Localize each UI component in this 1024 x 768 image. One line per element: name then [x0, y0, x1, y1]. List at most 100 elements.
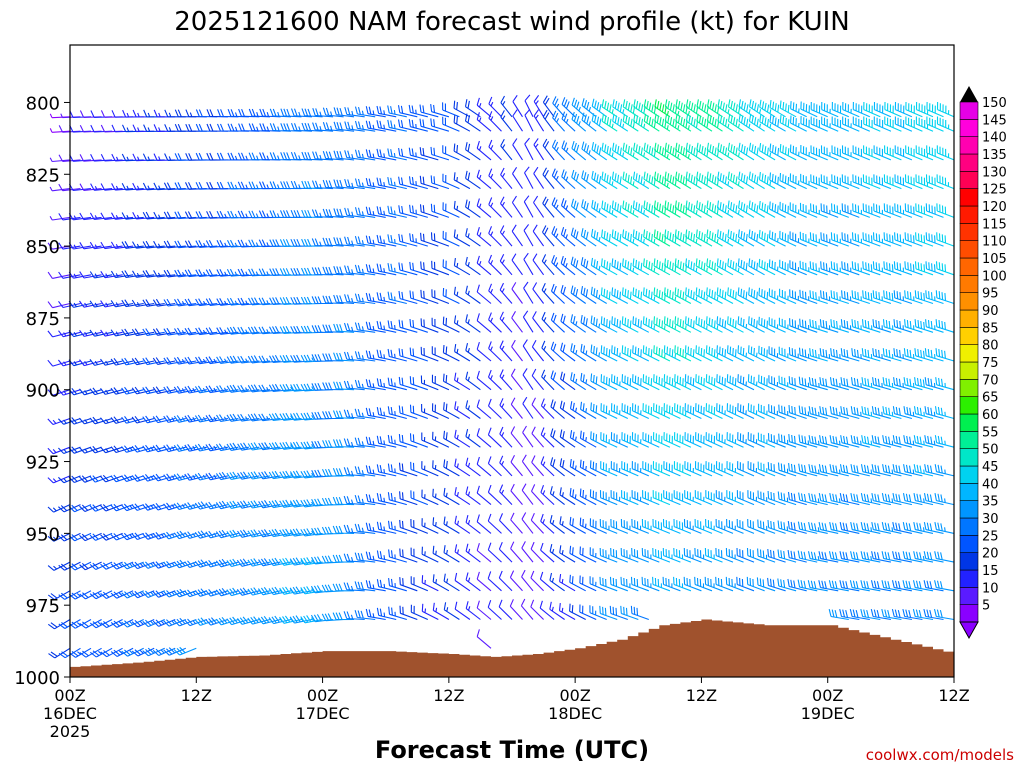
wind-barb	[632, 200, 650, 218]
wind-barb	[47, 561, 71, 571]
wind-barb	[622, 229, 639, 247]
x-tick-date: 19DEC	[801, 704, 855, 723]
wind-barb	[194, 385, 218, 394]
wind-barb	[591, 170, 608, 190]
wind-barb	[748, 142, 765, 161]
wind-barb	[828, 551, 849, 563]
wind-barb	[894, 232, 913, 247]
wind-barb	[410, 576, 429, 592]
wind-barb	[924, 377, 944, 391]
wind-barb	[237, 297, 260, 306]
wind-barb	[226, 268, 249, 277]
wind-barb	[247, 355, 271, 364]
wind-barb	[748, 200, 765, 218]
wind-barb	[925, 319, 944, 333]
wind-barb	[601, 142, 618, 161]
wind-barb	[279, 354, 302, 363]
wind-barb	[904, 232, 923, 247]
wind-barb	[621, 316, 639, 333]
wind-barb	[248, 210, 271, 219]
wind-barb	[915, 145, 934, 161]
colorbar-segment	[959, 396, 979, 415]
wind-barb	[769, 201, 786, 218]
wind-barb	[819, 435, 839, 448]
wind-barb	[923, 492, 944, 506]
wind-barb	[541, 340, 555, 362]
wind-barb	[684, 403, 702, 419]
wind-barb	[788, 347, 807, 362]
wind-barb	[705, 490, 723, 506]
colorbar-segment	[959, 257, 979, 276]
wind-barb	[883, 290, 902, 305]
wind-barb	[808, 377, 828, 391]
wind-barb	[454, 401, 471, 419]
wind-barb	[799, 260, 818, 276]
wind-barb	[767, 433, 786, 448]
wind-barb	[820, 203, 839, 218]
wind-barb	[121, 647, 144, 657]
wind-barb	[290, 354, 313, 363]
wind-barb	[769, 114, 786, 132]
wind-barb	[818, 492, 839, 506]
wind-barb	[269, 297, 292, 306]
wind-barb	[376, 320, 397, 333]
wind-barb	[768, 346, 786, 362]
colorbar-label: 55	[982, 425, 999, 440]
wind-barb	[300, 354, 323, 363]
wind-barb	[432, 545, 450, 563]
x-tick-label: 00Z	[307, 686, 338, 705]
colorbar-segment	[959, 552, 979, 571]
wind-barb	[512, 167, 523, 189]
wind-barb	[903, 348, 923, 362]
wind-barb	[851, 232, 870, 247]
wind-barb	[850, 464, 870, 477]
wind-barb	[100, 504, 123, 512]
wind-barb	[788, 376, 807, 391]
wind-barb	[247, 326, 271, 335]
wind-barb	[769, 172, 786, 190]
colorbar-label: 80	[982, 339, 999, 354]
wind-barb	[398, 319, 418, 333]
wind-barb	[476, 514, 492, 534]
wind-barb	[579, 488, 597, 506]
wind-barb	[653, 374, 671, 391]
colorbar-label: 150	[982, 96, 1007, 111]
wind-barb	[268, 383, 292, 393]
wind-barb	[419, 175, 439, 190]
wind-barb	[579, 459, 597, 477]
wind-barb	[269, 108, 292, 118]
wind-barb	[620, 547, 639, 563]
wind-barb	[653, 316, 671, 333]
wind-barb	[365, 321, 386, 333]
wind-barb	[893, 319, 913, 333]
wind-barb	[808, 521, 828, 534]
wind-barb	[821, 116, 839, 132]
wind-barb	[476, 140, 492, 161]
wind-barb	[882, 377, 902, 391]
wind-barb	[499, 484, 513, 505]
wind-barb	[376, 435, 397, 448]
wind-barb	[652, 547, 671, 563]
wind-barb	[591, 199, 608, 218]
wind-barb	[881, 521, 902, 534]
wind-barb	[354, 264, 376, 276]
wind-barb	[58, 154, 81, 162]
wind-barb	[376, 464, 397, 477]
wind-barb	[280, 152, 302, 161]
wind-barb	[268, 528, 292, 538]
wind-barb	[69, 647, 92, 658]
wind-barb	[778, 317, 797, 333]
wind-barb	[768, 259, 786, 276]
colorbar-segment	[959, 136, 979, 155]
wind-barb	[476, 112, 492, 132]
wind-barb	[643, 142, 660, 161]
wind-barb	[852, 174, 871, 190]
y-tick-label: 850	[26, 237, 60, 258]
y-tick-label: 875	[26, 309, 60, 330]
wind-barb	[842, 116, 860, 132]
wind-barb	[560, 255, 576, 276]
colorbar-segment	[959, 413, 979, 432]
wind-barb	[727, 99, 744, 118]
wind-barb	[715, 518, 734, 534]
wind-barb	[238, 108, 260, 118]
